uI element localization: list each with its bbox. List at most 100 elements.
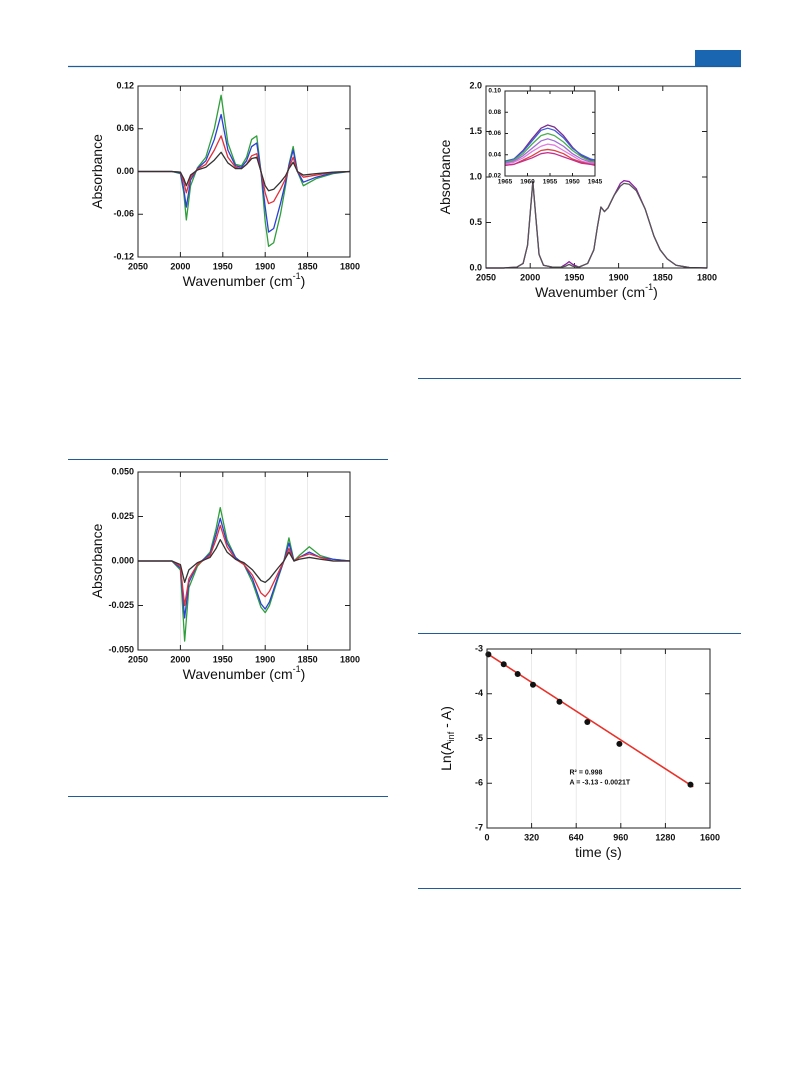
axis-label-part: - A) bbox=[438, 706, 454, 732]
x-axis-label: Wavenumber (cm-1) bbox=[183, 664, 306, 681]
y-tick-label: 0.08 bbox=[488, 109, 501, 116]
x-axis-label: Wavenumber (cm-1) bbox=[183, 271, 306, 288]
y-tick-label: 2.0 bbox=[469, 80, 482, 90]
x-tick-label: 1950 bbox=[565, 179, 580, 186]
series-line bbox=[486, 652, 694, 788]
data-point bbox=[529, 681, 536, 688]
axis-label-part: Absorbance bbox=[89, 134, 105, 209]
series-line bbox=[486, 180, 708, 269]
y-tick-label: 0.06 bbox=[116, 123, 134, 133]
x-axis-label: time (s) bbox=[575, 844, 622, 860]
y-tick-label: -0.06 bbox=[113, 209, 134, 219]
y-axis-label: Ln(Ainf - A) bbox=[438, 706, 457, 771]
y-tick-label: -5 bbox=[475, 733, 483, 743]
x-tick-label: 1955 bbox=[543, 179, 558, 186]
x-tick-label: 2050 bbox=[128, 654, 148, 664]
x-tick-label: 1280 bbox=[655, 832, 675, 842]
y-tick-label: -3 bbox=[475, 643, 483, 653]
axis-label-part: -1 bbox=[293, 271, 301, 281]
plot-frame bbox=[504, 90, 596, 177]
header-tab bbox=[695, 50, 741, 66]
axis-label-part: Absorbance bbox=[89, 523, 105, 598]
y-axis-label: Absorbance bbox=[437, 139, 453, 214]
axis-label-part: time (s) bbox=[575, 844, 622, 860]
x-tick-label: 1850 bbox=[298, 654, 318, 664]
data-point bbox=[556, 698, 563, 705]
x-tick-label: 1800 bbox=[697, 272, 717, 282]
series-line bbox=[138, 135, 351, 205]
x-tick-label: 2000 bbox=[520, 272, 540, 282]
x-tick-label: 1900 bbox=[255, 654, 275, 664]
axis-label-part: Absorbance bbox=[437, 139, 453, 214]
y-axis-label: Absorbance bbox=[89, 134, 105, 209]
series-line bbox=[504, 138, 595, 164]
y-tick-label: 0.02 bbox=[488, 173, 501, 180]
y-tick-label: 0.00 bbox=[116, 166, 134, 176]
x-tick-label: 1950 bbox=[564, 272, 584, 282]
x-tick-label: 2050 bbox=[476, 272, 496, 282]
y-tick-label: -0.12 bbox=[113, 251, 134, 261]
x-tick-label: 960 bbox=[613, 832, 628, 842]
x-tick-label: 1965 bbox=[498, 179, 513, 186]
y-tick-label: 0.04 bbox=[488, 151, 501, 158]
axis-label-part: ) bbox=[301, 666, 306, 682]
y-tick-label: -4 bbox=[475, 688, 483, 698]
plot-frame bbox=[486, 648, 711, 829]
series-line bbox=[504, 127, 596, 162]
axis-label-part: Ln(A bbox=[438, 741, 454, 771]
y-tick-label: 0.10 bbox=[488, 88, 501, 95]
data-point bbox=[616, 740, 623, 747]
y-tick-label: 0.050 bbox=[111, 466, 134, 476]
x-tick-label: 1900 bbox=[255, 261, 275, 271]
y-tick-label: 0.5 bbox=[469, 217, 482, 227]
series-line bbox=[138, 524, 350, 607]
data-point bbox=[514, 671, 521, 678]
x-tick-label: 320 bbox=[524, 832, 539, 842]
series-line bbox=[504, 132, 595, 163]
x-tick-label: 1850 bbox=[653, 272, 673, 282]
axis-label-part: Wavenumber (cm bbox=[183, 666, 293, 682]
annotation: R² = 0.998 bbox=[570, 769, 603, 776]
y-tick-label: 1.5 bbox=[469, 126, 482, 136]
x-tick-label: 2000 bbox=[170, 261, 190, 271]
y-tick-label: 0.025 bbox=[111, 511, 134, 521]
x-tick-label: 1800 bbox=[340, 654, 360, 664]
axis-label-part: -1 bbox=[645, 282, 653, 292]
y-tick-label: 0.000 bbox=[111, 555, 134, 565]
axis-label-part: Wavenumber (cm bbox=[535, 284, 645, 300]
series-line bbox=[138, 151, 351, 192]
plot-frame bbox=[137, 471, 351, 651]
plot-frame bbox=[137, 85, 351, 258]
axis-label-part: Wavenumber (cm bbox=[183, 273, 293, 289]
series-line bbox=[504, 143, 595, 165]
data-point bbox=[500, 661, 507, 668]
y-tick-label: -0.050 bbox=[108, 644, 134, 654]
series-line bbox=[504, 148, 595, 167]
y-tick-label: 0.06 bbox=[488, 130, 501, 137]
y-tick-label: -7 bbox=[475, 822, 483, 832]
axis-label-part: inf bbox=[446, 731, 456, 741]
x-tick-label: 1950 bbox=[213, 654, 233, 664]
x-tick-label: 2050 bbox=[128, 261, 148, 271]
series-line bbox=[138, 113, 351, 233]
axis-label-part: ) bbox=[653, 284, 658, 300]
series-line bbox=[138, 538, 350, 584]
data-point bbox=[687, 781, 694, 788]
series-line bbox=[504, 124, 596, 163]
y-tick-label: 1.0 bbox=[469, 171, 482, 181]
x-tick-label: 0 bbox=[484, 832, 489, 842]
x-tick-label: 2000 bbox=[170, 654, 190, 664]
x-tick-label: 1800 bbox=[340, 261, 360, 271]
y-tick-label: -6 bbox=[475, 778, 483, 788]
y-tick-label: 0.12 bbox=[116, 80, 134, 90]
x-tick-label: 1960 bbox=[520, 179, 535, 186]
x-tick-label: 1600 bbox=[700, 832, 720, 842]
series-line bbox=[504, 151, 596, 167]
y-tick-label: -0.025 bbox=[108, 600, 134, 610]
x-axis-label: Wavenumber (cm-1) bbox=[535, 282, 658, 299]
axis-label-part: -1 bbox=[293, 664, 301, 674]
x-tick-label: 640 bbox=[569, 832, 584, 842]
data-point bbox=[485, 651, 492, 658]
x-tick-label: 1950 bbox=[213, 261, 233, 271]
plot-area bbox=[487, 649, 710, 828]
